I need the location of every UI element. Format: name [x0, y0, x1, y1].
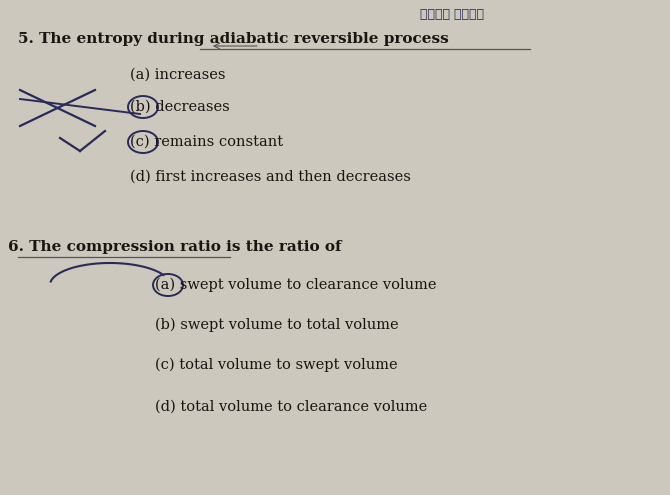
Text: (a) swept volume to clearance volume: (a) swept volume to clearance volume: [155, 278, 436, 293]
Text: (b) swept volume to total volume: (b) swept volume to total volume: [155, 318, 399, 332]
Text: (d) total volume to clearance volume: (d) total volume to clearance volume: [155, 400, 427, 414]
Text: (c) total volume to swept volume: (c) total volume to swept volume: [155, 358, 397, 372]
Text: (d) first increases and then decreases: (d) first increases and then decreases: [130, 170, 411, 184]
Text: 5. The entropy during adiabatic reversible process: 5. The entropy during adiabatic reversib…: [18, 32, 449, 46]
Text: 6. The compression ratio is the ratio of: 6. The compression ratio is the ratio of: [8, 240, 342, 254]
Text: (a) increases: (a) increases: [130, 68, 226, 82]
Text: (b) decreases: (b) decreases: [130, 100, 230, 114]
Text: دليل وافي: دليل وافي: [420, 8, 484, 21]
Text: (c) remains constant: (c) remains constant: [130, 135, 283, 149]
